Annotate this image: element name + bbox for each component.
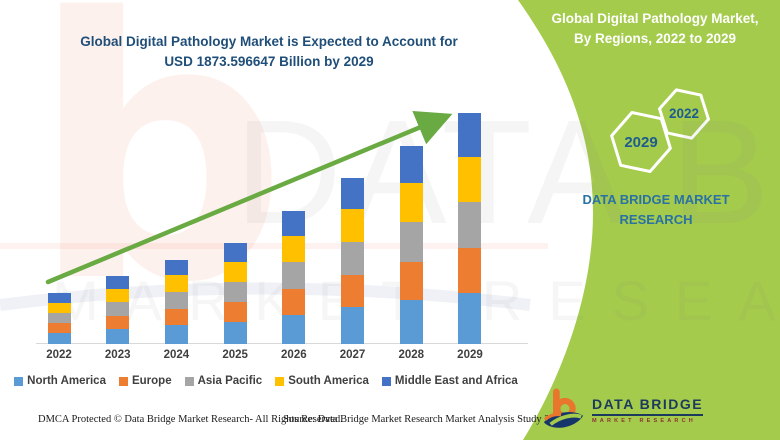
legend-label: Europe xyxy=(131,375,172,387)
legend-item: South America xyxy=(275,375,369,387)
x-axis-label: 2022 xyxy=(46,349,72,361)
legend-label: North America xyxy=(27,375,106,387)
x-axis-label: 2028 xyxy=(398,349,425,361)
bar-segment xyxy=(106,329,130,344)
hexagon-2029-label: 2029 xyxy=(624,134,658,151)
bar-segment xyxy=(282,262,306,289)
bar-segment xyxy=(164,308,188,326)
dmca-notice: DMCA Protected © Data Bridge Market Rese… xyxy=(38,414,343,425)
bar-segment xyxy=(458,201,482,249)
bar-segment xyxy=(47,332,71,344)
x-axis-label: 2024 xyxy=(163,349,190,361)
bar-segment xyxy=(341,274,365,308)
x-axis-label: 2026 xyxy=(281,349,307,361)
side-panel-title-line2: By Regions, 2022 to 2029 xyxy=(573,30,737,46)
legend-label: South America xyxy=(288,375,369,387)
bar-segment xyxy=(106,302,130,316)
chart-title-line1: Global Digital Pathology Market is Expec… xyxy=(80,34,458,49)
chart-title-line2: USD 1873.596647 Billion by 2029 xyxy=(164,53,374,69)
x-axis-line xyxy=(36,343,528,344)
bar-segment xyxy=(47,292,71,303)
logo-name: DATA BRIDGE xyxy=(592,396,704,416)
legend-swatch xyxy=(118,376,128,386)
bar-segment xyxy=(458,248,482,294)
bar-segment xyxy=(341,307,365,344)
x-axis-label: 2025 xyxy=(222,349,248,361)
bar-2029 xyxy=(458,113,482,344)
bar-segment xyxy=(341,209,365,242)
bar-segment xyxy=(458,113,482,157)
x-axis-label: 2023 xyxy=(104,349,131,361)
legend: North America Europe Asia Pacific South Ame… xyxy=(6,375,526,387)
bar-2024 xyxy=(164,259,188,344)
legend-swatch xyxy=(14,376,24,386)
bar-segment xyxy=(164,291,188,309)
bar-segment xyxy=(223,302,247,322)
bar-2027 xyxy=(341,177,365,344)
bar-segment xyxy=(282,288,306,315)
logo-subtitle: MARKET RESEARCH xyxy=(592,418,696,424)
bar-segment xyxy=(223,321,247,344)
bar-segment xyxy=(282,236,306,263)
bar-2026 xyxy=(282,211,306,344)
side-panel-title-line1: Global Digital Pathology Market, xyxy=(551,11,759,26)
bar-2025 xyxy=(223,243,247,344)
bar-2023 xyxy=(106,276,130,344)
bar-segment xyxy=(458,293,482,344)
bar-segment xyxy=(282,314,306,344)
bar-2028 xyxy=(399,145,423,344)
hexagon-2022-label: 2022 xyxy=(668,106,700,121)
brand-name-text: DATA BRIDGE MARKET RESEARCH xyxy=(582,192,730,227)
legend-item: Europe xyxy=(118,375,172,387)
data-bridge-logo: DATA BRIDGE MARKET RESEARCH xyxy=(543,387,704,433)
chart-title: Global Digital Pathology Market is Expec… xyxy=(28,32,510,71)
bar-segment xyxy=(164,259,188,276)
legend-item: North America xyxy=(14,375,106,387)
bar-segment xyxy=(164,275,188,292)
bar-segment xyxy=(282,211,306,237)
x-axis-label: 2027 xyxy=(339,349,366,361)
bar-segment xyxy=(399,183,423,222)
bar-segment xyxy=(341,177,365,210)
legend-swatch xyxy=(381,376,391,386)
bar-segment xyxy=(47,302,71,313)
bar-segment xyxy=(223,262,247,282)
legend-swatch xyxy=(275,376,285,386)
legend-label: Middle East and Africa xyxy=(394,375,518,387)
logo-text-column: DATA BRIDGE MARKET RESEARCH xyxy=(592,396,704,424)
source-note: Source: Data Bridge Market Research Mark… xyxy=(283,414,566,425)
bar-segment xyxy=(399,145,423,184)
bar-segment xyxy=(223,281,247,303)
legend-item: Asia Pacific xyxy=(184,375,263,387)
bar-segment xyxy=(47,322,71,333)
bar-segment xyxy=(458,156,482,202)
bar-segment xyxy=(223,243,247,263)
legend-label: Asia Pacific xyxy=(197,375,263,387)
bar-segment xyxy=(164,325,188,344)
bar-segment xyxy=(106,315,130,330)
bar-segment xyxy=(399,300,423,344)
x-axis-label: 2029 xyxy=(457,349,483,361)
bar-segment xyxy=(399,261,423,301)
legend-item: Middle East and Africa xyxy=(381,375,518,387)
bar-2022 xyxy=(47,292,71,344)
legend-swatch xyxy=(184,376,194,386)
bar-segment xyxy=(47,312,71,323)
bar-segment xyxy=(341,241,365,275)
bar-segment xyxy=(106,276,130,290)
bar-segment xyxy=(106,289,130,303)
side-panel-title: Global Digital Pathology Market, By Regi… xyxy=(535,9,775,48)
data-bridge-logo-icon xyxy=(543,388,584,428)
bar-segment xyxy=(399,221,423,262)
